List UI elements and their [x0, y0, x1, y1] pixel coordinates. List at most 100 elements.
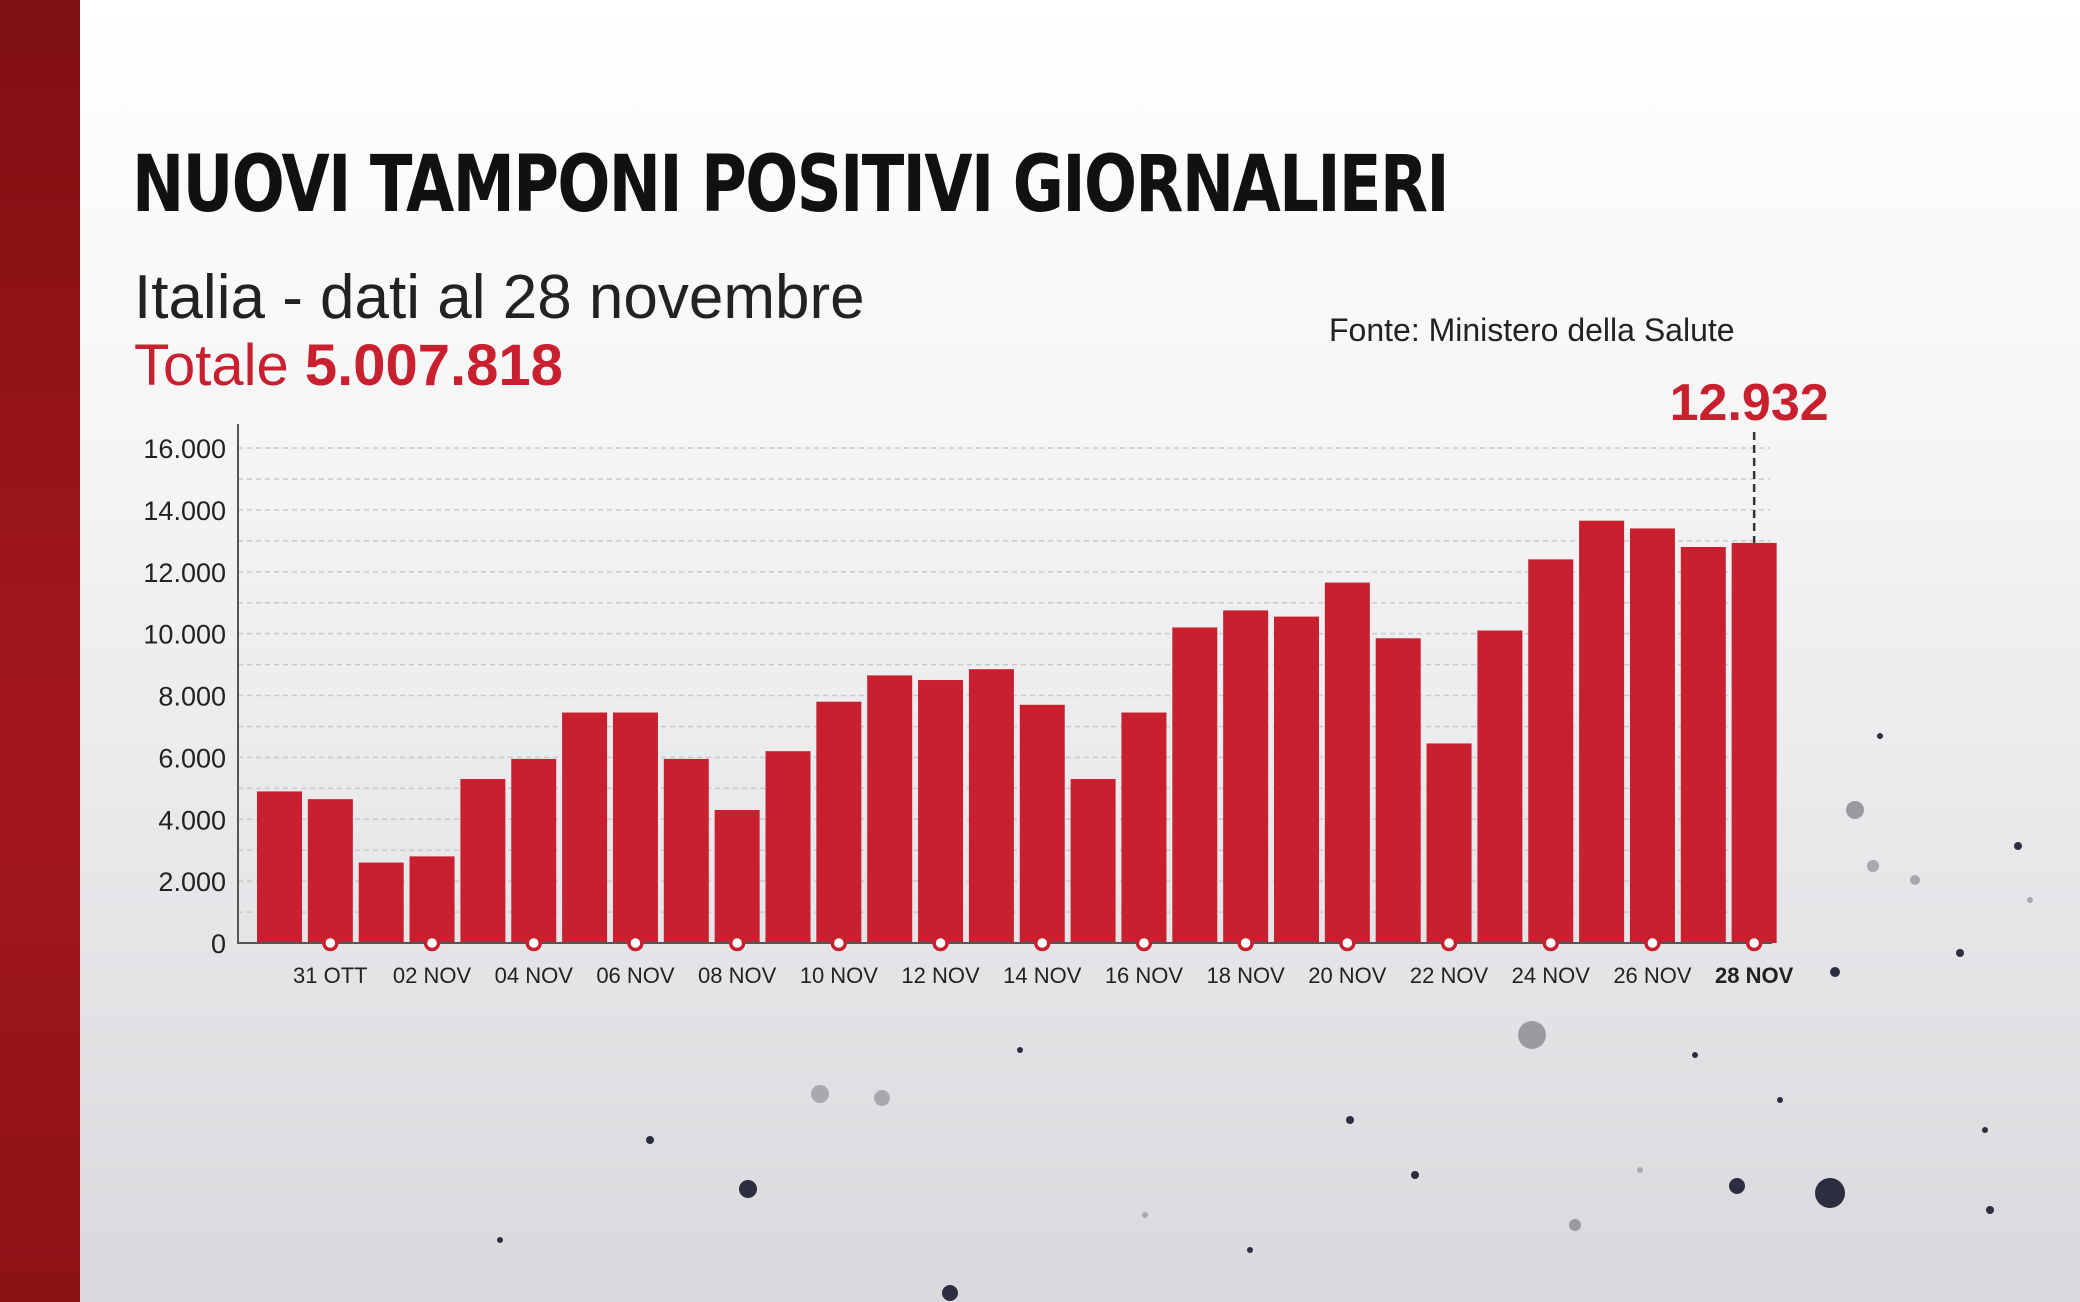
- bar: [1019, 704, 1065, 943]
- highlight-value-label: 12.932: [1670, 374, 1829, 432]
- x-tick-label: 06 NOV: [596, 963, 675, 988]
- bar: [257, 791, 302, 943]
- background-dot: [1777, 1097, 1783, 1103]
- x-tick-marker: [1135, 934, 1153, 952]
- bar: [460, 779, 506, 943]
- background-dot: [1910, 875, 1920, 885]
- background-dots: [497, 733, 2033, 1301]
- bar: [663, 758, 709, 943]
- background-dot: [1637, 1167, 1643, 1173]
- x-tick-label: 28 NOV: [1715, 963, 1794, 988]
- bar: [1579, 520, 1625, 943]
- chart-axes: [237, 424, 1772, 944]
- bar: [409, 856, 455, 943]
- background-dot: [1346, 1116, 1354, 1124]
- total-line: Totale 5.007.818: [134, 332, 563, 399]
- bar: [765, 751, 811, 943]
- page-subtitle: Italia - dati al 28 novembre: [134, 263, 865, 332]
- background-dot: [646, 1136, 654, 1144]
- total-label: Totale: [134, 333, 289, 398]
- y-tick-label: 6.000: [158, 743, 226, 773]
- x-tick-marker: [932, 934, 949, 952]
- background-dot: [1956, 949, 1964, 957]
- bar: [1274, 616, 1319, 943]
- x-tick-label: 08 NOV: [698, 963, 777, 988]
- x-tick-marker: [1644, 934, 1661, 952]
- bar: [1680, 547, 1726, 943]
- background-dot: [1518, 1021, 1546, 1049]
- y-tick-label: 8.000: [158, 682, 226, 712]
- y-tick-label: 4.000: [158, 805, 226, 835]
- chart-bars: [257, 520, 1777, 943]
- x-tick-marker: [423, 934, 441, 952]
- background-dot: [1569, 1219, 1581, 1231]
- x-tick-label: 20 NOV: [1308, 963, 1387, 988]
- background-dot: [1411, 1171, 1419, 1179]
- background-dot: [1982, 1127, 1988, 1133]
- bar: [1223, 610, 1269, 943]
- background-dot: [1729, 1178, 1745, 1194]
- background-dot: [1830, 967, 1840, 977]
- bar: [1426, 743, 1472, 943]
- background-dot: [1846, 801, 1864, 819]
- y-tick-label: 12.000: [143, 558, 226, 588]
- bar: [307, 799, 353, 943]
- bar: [1121, 712, 1167, 943]
- x-tick-label: 14 NOV: [1003, 963, 1082, 988]
- x-tick-marker: [1237, 934, 1254, 952]
- x-axis-ticks: 31 OTT 02 NOV 04 NOV 06 NOV 08 NOV 10 NOV 12 N…: [293, 934, 1794, 988]
- background-dot: [497, 1237, 503, 1243]
- source-note: Fonte: Ministero della Salute: [1329, 312, 1735, 348]
- bar: [714, 809, 760, 943]
- left-decorative-band: [0, 0, 80, 1302]
- x-tick-label: 18 NOV: [1207, 963, 1286, 988]
- background-dot: [739, 1180, 757, 1198]
- x-tick-label: 02 NOV: [393, 963, 472, 988]
- page-title: NUOVI TAMPONI POSITIVI GIORNALIERI: [132, 140, 1450, 230]
- x-tick-marker: [830, 934, 848, 952]
- x-tick-marker: [322, 934, 339, 952]
- chart-annotation: 12.932: [1670, 374, 1829, 543]
- y-axis-ticks: 0 2.000 4.000 6.000 8.000 10.000 12.000 14.000 1…: [143, 434, 226, 959]
- bar: [1731, 542, 1777, 943]
- background-dot: [1867, 860, 1879, 872]
- background-dot: [1692, 1052, 1698, 1058]
- background-dot: [1017, 1047, 1023, 1053]
- x-tick-label: 31 OTT: [293, 963, 368, 988]
- background-dot: [1142, 1212, 1148, 1218]
- background-dot: [874, 1090, 890, 1106]
- total-value: 5.007.818: [304, 333, 563, 398]
- bar: [1629, 528, 1675, 943]
- y-tick-label: 16.000: [143, 434, 226, 464]
- x-tick-label: 24 NOV: [1512, 963, 1591, 988]
- x-tick-label: 26 NOV: [1613, 963, 1692, 988]
- background-dot: [1986, 1206, 1994, 1214]
- x-tick-label: 12 NOV: [901, 963, 980, 988]
- bar: [918, 680, 964, 943]
- x-tick-marker: [525, 934, 542, 952]
- background-dot: [1247, 1247, 1253, 1253]
- x-tick-label: 16 NOV: [1105, 963, 1184, 988]
- x-tick-label: 04 NOV: [495, 963, 574, 988]
- bar: [358, 862, 404, 943]
- bar: [816, 701, 862, 943]
- bar: [1375, 638, 1421, 943]
- background-dot: [2014, 842, 2022, 850]
- x-tick-marker: [1745, 934, 1763, 952]
- bar: [562, 712, 608, 943]
- bar: [1477, 630, 1523, 943]
- y-tick-label: 0: [211, 929, 226, 959]
- bar: [1070, 779, 1116, 943]
- background-dot: [811, 1085, 829, 1103]
- bar: [867, 675, 913, 943]
- bar: [612, 712, 658, 943]
- x-tick-marker: [728, 934, 746, 952]
- y-tick-label: 14.000: [143, 496, 226, 526]
- x-tick-marker: [1034, 934, 1051, 952]
- background-dot: [1815, 1178, 1845, 1208]
- x-tick-label: 10 NOV: [800, 963, 879, 988]
- bar: [511, 758, 557, 943]
- x-tick-marker: [627, 934, 644, 952]
- y-tick-label: 10.000: [143, 620, 226, 650]
